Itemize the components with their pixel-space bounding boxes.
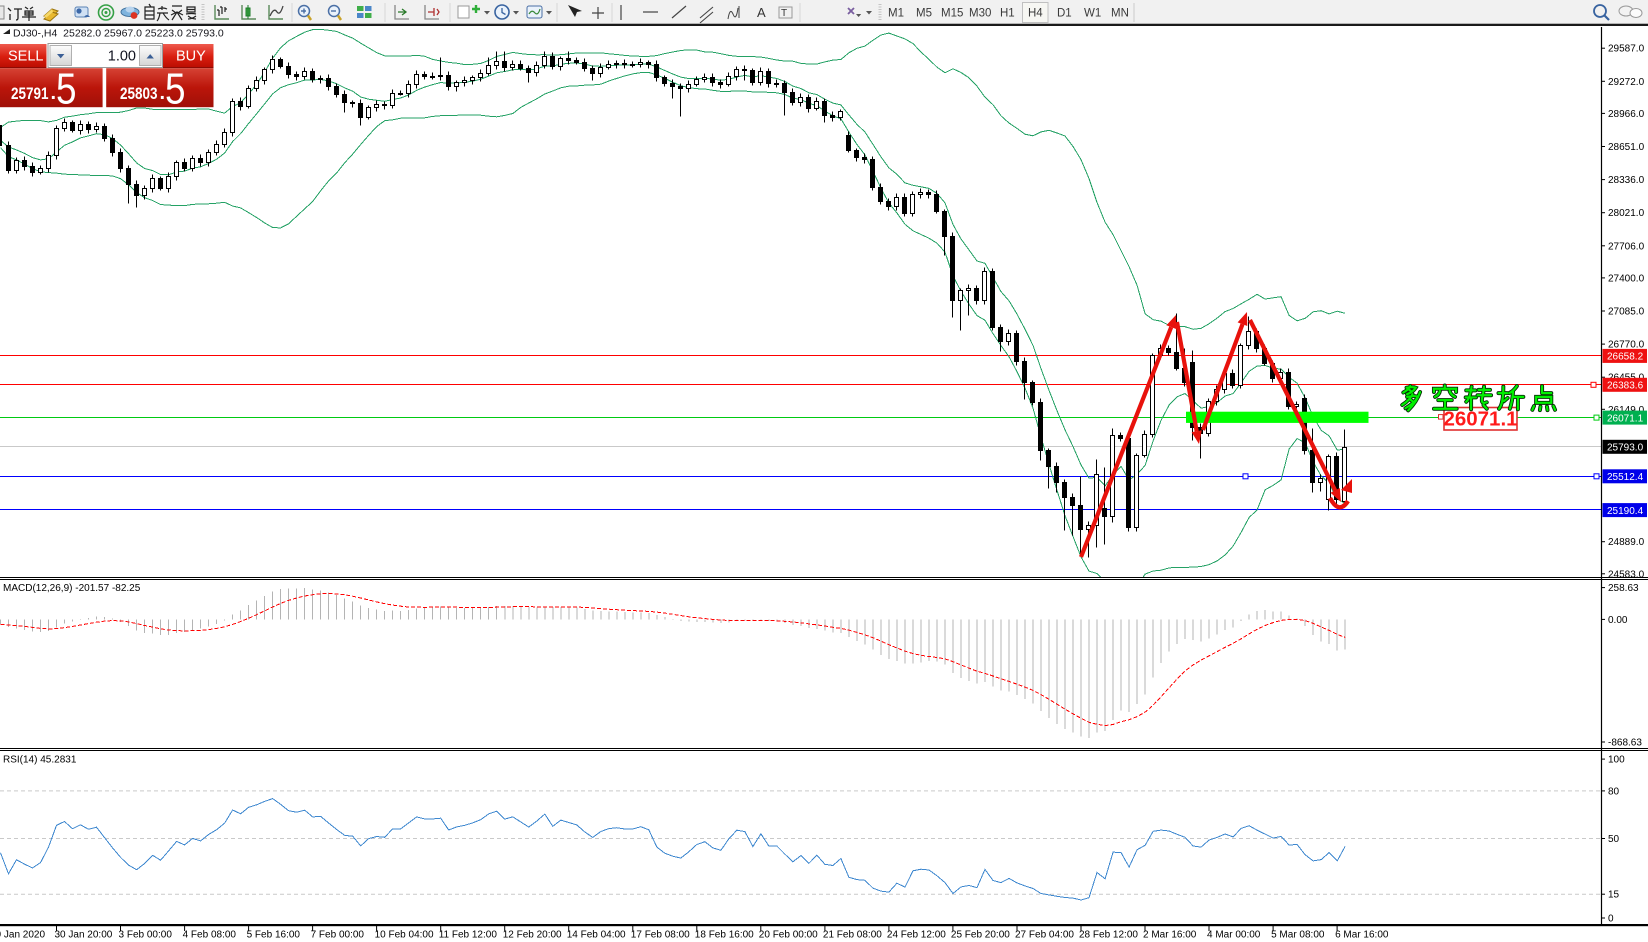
svg-text:4 Mar 00:00: 4 Mar 00:00 (1207, 930, 1261, 941)
svg-text:28966.0: 28966.0 (1608, 109, 1645, 120)
svg-text:27085.0: 27085.0 (1608, 307, 1645, 318)
svg-text:28651.0: 28651.0 (1608, 142, 1645, 153)
svg-text:T: T (781, 8, 787, 19)
svg-text:RSI(14) 45.2831: RSI(14) 45.2831 (3, 755, 77, 766)
svg-text:25793.0: 25793.0 (1607, 443, 1644, 454)
svg-text:21 Feb 08:00: 21 Feb 08:00 (823, 930, 882, 941)
svg-text:258.63: 258.63 (1608, 583, 1639, 594)
svg-text:5 Feb 16:00: 5 Feb 16:00 (247, 930, 301, 941)
svg-text:28 Feb 12:00: 28 Feb 12:00 (1079, 930, 1138, 941)
svg-text:1.00: 1.00 (108, 49, 136, 65)
svg-text:27706.0: 27706.0 (1608, 241, 1645, 252)
svg-text:-868.63: -868.63 (1608, 738, 1642, 749)
svg-text:D1: D1 (1057, 8, 1072, 20)
svg-text:MACD(12,26,9) -201.57 -82.25: MACD(12,26,9) -201.57 -82.25 (3, 583, 141, 594)
svg-text:2 Mar 16:00: 2 Mar 16:00 (1143, 930, 1197, 941)
svg-text:5 Mar 08:00: 5 Mar 08:00 (1271, 930, 1325, 941)
svg-text:24 Feb 12:00: 24 Feb 12:00 (887, 930, 946, 941)
svg-text:3 Feb 00:00: 3 Feb 00:00 (119, 930, 173, 941)
svg-text:5: 5 (56, 65, 77, 114)
svg-text:5: 5 (165, 65, 186, 114)
svg-text:6 Mar 16:00: 6 Mar 16:00 (1335, 930, 1389, 941)
svg-text:.: . (51, 82, 57, 104)
svg-text:14 Feb 04:00: 14 Feb 04:00 (567, 930, 626, 941)
svg-text:0: 0 (1608, 914, 1614, 925)
svg-text:29272.0: 29272.0 (1608, 77, 1645, 88)
svg-text:24889.0: 24889.0 (1608, 537, 1645, 548)
svg-text:25 Feb 20:00: 25 Feb 20:00 (951, 930, 1010, 941)
svg-text:25512.4: 25512.4 (1607, 472, 1644, 483)
svg-text:W1: W1 (1084, 8, 1101, 20)
svg-text:80: 80 (1608, 786, 1620, 797)
svg-text:M1: M1 (888, 8, 904, 20)
svg-text:H1: H1 (1000, 8, 1015, 20)
svg-text:27400.0: 27400.0 (1608, 273, 1645, 284)
svg-text:15: 15 (1608, 890, 1620, 901)
svg-text:7 Feb 00:00: 7 Feb 00:00 (311, 930, 365, 941)
svg-text:0.00: 0.00 (1608, 615, 1628, 626)
svg-text:24583.0: 24583.0 (1608, 569, 1645, 580)
svg-text:29587.0: 29587.0 (1608, 44, 1645, 55)
svg-text:18 Feb 16:00: 18 Feb 16:00 (695, 930, 754, 941)
svg-text:27 Feb 04:00: 27 Feb 04:00 (1015, 930, 1074, 941)
svg-text:12 Feb 20:00: 12 Feb 20:00 (503, 930, 562, 941)
svg-text:25803: 25803 (120, 84, 158, 103)
svg-text:DJ30-,H4 25282.0 25967.0 2522: DJ30-,H4 25282.0 25967.0 25223.0 25793.0 (13, 28, 224, 40)
svg-text:30 Jan 20:00: 30 Jan 20:00 (55, 930, 113, 941)
svg-text:26383.6: 26383.6 (1607, 381, 1644, 392)
svg-text:26658.2: 26658.2 (1607, 352, 1644, 363)
svg-text:26071.1: 26071.1 (1607, 413, 1644, 424)
svg-text:17 Feb 08:00: 17 Feb 08:00 (631, 930, 690, 941)
svg-text:BUY: BUY (176, 49, 206, 65)
svg-text:M5: M5 (916, 8, 932, 20)
svg-text:25190.4: 25190.4 (1607, 506, 1644, 517)
svg-text:28336.0: 28336.0 (1608, 175, 1645, 186)
svg-text:100: 100 (1608, 755, 1625, 766)
svg-text:M30: M30 (969, 8, 991, 20)
svg-text:A: A (757, 5, 766, 20)
svg-text:4 Feb 08:00: 4 Feb 08:00 (183, 930, 237, 941)
svg-text:H4: H4 (1028, 8, 1043, 20)
svg-text:11 Feb 12:00: 11 Feb 12:00 (439, 930, 498, 941)
svg-text:26770.0: 26770.0 (1608, 340, 1645, 351)
svg-text:.: . (160, 82, 166, 104)
svg-text:10 Feb 04:00: 10 Feb 04:00 (375, 930, 434, 941)
svg-text:26071.1: 26071.1 (1443, 408, 1517, 431)
svg-text:28021.0: 28021.0 (1608, 208, 1645, 219)
svg-text:SELL: SELL (8, 49, 43, 65)
svg-text:50: 50 (1608, 834, 1620, 845)
svg-text:M15: M15 (941, 8, 963, 20)
svg-text:MN: MN (1111, 8, 1129, 20)
svg-text:25791: 25791 (11, 84, 49, 103)
svg-text:30 Jan 2020: 30 Jan 2020 (0, 930, 45, 941)
svg-text:20 Feb 00:00: 20 Feb 00:00 (759, 930, 818, 941)
svg-text:26149.0: 26149.0 (1608, 405, 1645, 416)
